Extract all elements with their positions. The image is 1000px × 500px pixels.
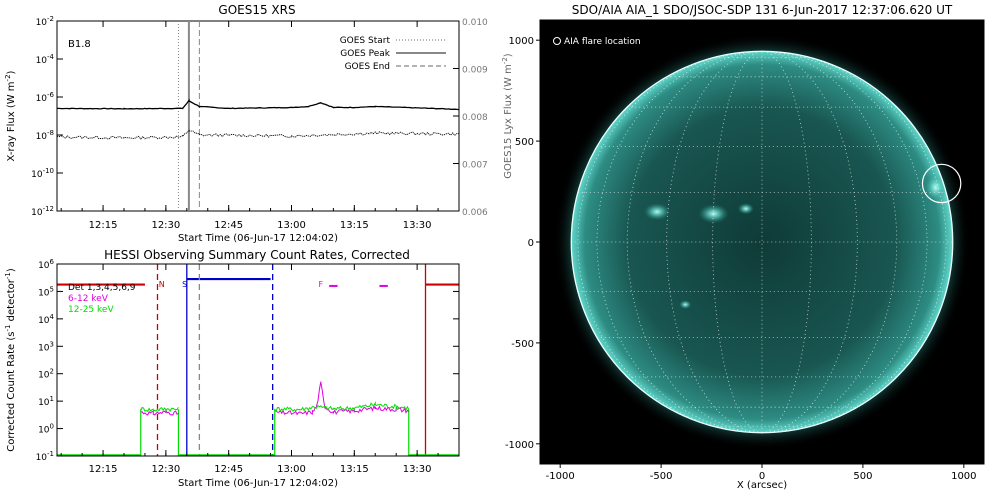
hessi-y-tick-label: 101 [38,395,54,408]
goes-y-tick-label: 10-4 [36,53,55,66]
aia-y-tick-label: -1000 [505,440,534,451]
flare-location-marker [921,163,962,204]
goes-x-tick-label: 13:00 [277,220,306,231]
goes-y-right-tick-label: 0.009 [462,66,488,76]
hessi-title: HESSI Observing Summary Count Rates, Cor… [104,248,410,262]
goes-xrs-panel: GOES15 XRS 12:15 12:30 12:45 13:00 13:15 13:3… [4,3,514,244]
goes-title: GOES15 XRS [218,3,295,17]
goes-y-right-tick-label: 0.006 [462,208,488,218]
aia-y-tick-label: 500 [515,137,534,148]
hessi-y-tick-label: 102 [38,368,54,381]
aia-x-tick-label: -500 [650,471,673,482]
hessi-legend-label: 6-12 keV [68,294,109,304]
goes-plot-frame [56,20,460,212]
goes-y-tick-label: 10-2 [36,15,54,28]
hessi-x-tick-label: 12:30 [151,464,180,475]
hessi-x-tick-label: 13:30 [403,464,432,475]
hessi-y-tick-label: 10-1 [36,450,54,463]
hessi-y-tick-label: 106 [38,258,54,271]
hessi-y-tick-label: 100 [38,423,54,436]
goes-y-right-axis-label: GOES15 Lyx Flux (W m-2) [501,53,514,179]
goes-series-long [57,98,460,111]
goes-series-short [56,129,460,140]
hessi-series-line [140,406,179,413]
goes-x-axis-label: Start Time (06-Jun-17 12:04:02) [178,233,338,244]
active-region [924,173,947,202]
goes-y-axis-label: X-ray Flux (W m-2) [4,70,17,161]
goes-x-tick-label: 13:30 [403,220,432,231]
aia-x-tick-label: 1000 [951,471,976,482]
goes-y-tick-label: 10-10 [31,167,54,180]
goes-x-tick-label: 12:15 [89,220,118,231]
goes-y-right-tick-label: 0.010 [462,18,488,28]
aia-title: SDO/AIA AIA_1 SDO/JSOC-SDP 131 6-Jun-201… [572,3,953,17]
hessi-legend-label: 12-25 keV [68,305,114,315]
aia-image-panel: SDO/AIA AIA_1 SDO/JSOC-SDP 131 6-Jun-201… [505,3,985,491]
hessi-legend-label: Det 1,3,4,5,6,9 [68,283,136,293]
hessi-series-line [140,409,179,416]
active-region [737,203,754,215]
goes-x-tick-label: 12:30 [151,220,180,231]
active-region [698,204,729,224]
hessi-y-axis-label: Corrected Count Rate (s-1 detector-1) [4,268,17,452]
goes-legend-label: GOES End [345,62,390,72]
active-region [643,203,671,221]
hessi-x-tick-label: 12:15 [89,464,118,475]
aia-y-tick-label: -500 [511,339,534,350]
grid-meridian [761,50,947,434]
hessi-count-rate-panel: HESSI Observing Summary Count Rates, Cor… [4,248,460,489]
heliographic-grid [571,50,953,434]
goes-legend-label: GOES Peak [340,49,390,59]
hessi-series-line [274,400,410,413]
aia-x-tick-label: -1000 [546,471,575,482]
goes-x-tick-label: 13:15 [340,220,369,231]
aia-y-tick-label: 1000 [509,36,534,47]
hessi-flag-label: F [319,280,324,289]
goes-legend: GOES Start GOES Peak GOES End [340,36,446,72]
goes-y-tick-label: 10-6 [36,91,55,104]
grid-meridian [577,50,763,434]
aia-x-axis-label: X (arcsec) [737,480,787,491]
solar-limb-circle [570,50,954,434]
hessi-x-tick-label: 13:00 [277,464,306,475]
aia-x-tick-label: 0 [759,471,765,482]
hessi-flag-label: N [159,280,165,289]
aia-annotation-marker [553,37,561,45]
hessi-y-tick-label: 105 [38,285,54,298]
goes-y-right-tick-label: 0.007 [462,161,488,171]
hessi-y-tick-label: 103 [38,340,54,353]
hessi-plot-frame [56,263,460,457]
aia-x-tick-label: 500 [853,471,872,482]
goes-class-label: B1.8 [68,39,91,50]
aia-annotation: AIA flare location [564,37,641,47]
goes-legend-label: GOES Start [340,36,391,46]
hessi-series-line [274,381,410,416]
hessi-flag-label: S [182,280,187,289]
goes-y-right-tick-label: 0.008 [462,113,488,123]
goes-y-tick-label: 10-8 [36,129,54,142]
hessi-x-axis-label: Start Time (06-Jun-17 12:04:02) [178,478,338,489]
aia-y-tick-label: 0 [528,238,534,249]
goes-y-tick-label: 10-12 [31,205,54,218]
hessi-x-tick-label: 13:15 [340,464,369,475]
goes-x-tick-label: 12:45 [214,220,243,231]
active-region [679,300,692,310]
active-regions [643,173,947,310]
hessi-x-tick-label: 12:45 [214,464,243,475]
hessi-y-tick-label: 104 [38,313,54,326]
